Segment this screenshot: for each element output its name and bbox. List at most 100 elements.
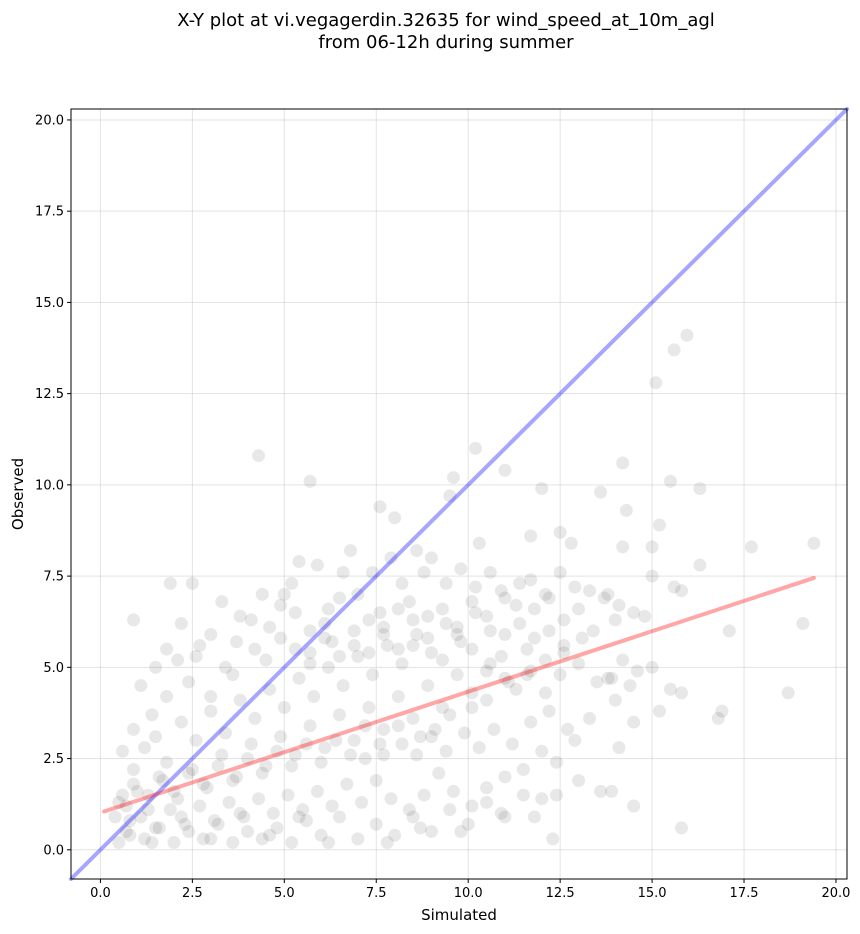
scatter-point: [362, 700, 376, 714]
scatter-point: [218, 660, 232, 674]
scatter-point: [424, 551, 438, 565]
scatter-point: [255, 587, 269, 601]
scatter-point: [318, 631, 332, 645]
scatter-point: [402, 803, 416, 817]
scatter-point: [141, 803, 155, 817]
scatter-point: [362, 613, 376, 627]
scatter-point: [119, 799, 133, 813]
scatter-point: [270, 744, 284, 758]
scatter-point: [572, 657, 586, 671]
scatter-point: [652, 518, 666, 532]
scatter-point: [329, 733, 343, 747]
scatter-point: [711, 711, 725, 725]
scatter-point: [196, 832, 210, 846]
scatter-point: [384, 551, 398, 565]
scatter-point: [185, 576, 199, 590]
scatter-point: [259, 653, 273, 667]
scatter-point: [274, 598, 288, 612]
scatter-point: [594, 485, 608, 499]
scatter-point: [303, 719, 317, 733]
scatter-point: [693, 558, 707, 572]
scatter-point: [435, 653, 449, 667]
scatter-point: [406, 638, 420, 652]
scatter-point: [325, 635, 339, 649]
scatter-point: [560, 722, 574, 736]
scatter-point: [189, 733, 203, 747]
scatter-point: [226, 773, 240, 787]
scatter-point: [252, 792, 266, 806]
scatter-point: [498, 463, 512, 477]
scatter-point: [303, 624, 317, 638]
x-tick-label: 5.0: [274, 886, 295, 901]
scatter-point: [174, 715, 188, 729]
scatter-point: [424, 730, 438, 744]
scatter-point: [296, 803, 310, 817]
scatter-point: [575, 631, 589, 645]
scatter-point: [619, 503, 633, 517]
scatter-point: [410, 748, 424, 762]
scatter-point: [680, 328, 694, 342]
scatter-point: [693, 482, 707, 496]
scatter-point: [310, 784, 324, 798]
scatter-point: [649, 376, 663, 390]
scatter-point: [274, 631, 288, 645]
scatter-point: [439, 744, 453, 758]
scatter-point: [252, 449, 266, 463]
scatter-point: [542, 704, 556, 718]
scatter-point: [174, 617, 188, 631]
x-tick-label: 0.0: [90, 886, 111, 901]
scatter-point: [744, 540, 758, 554]
scatter-point: [469, 606, 483, 620]
scatter-point: [384, 792, 398, 806]
scatter-point: [465, 799, 479, 813]
scatter-point: [138, 832, 152, 846]
scatter-point: [594, 784, 608, 798]
scatter-point: [557, 613, 571, 627]
scatter-point: [527, 602, 541, 616]
scatter-point: [586, 624, 600, 638]
scatter-point: [524, 573, 538, 587]
scatter-point: [402, 595, 416, 609]
scatter-point: [108, 810, 122, 824]
scatter-point: [395, 576, 409, 590]
scatter-point: [303, 474, 317, 488]
scatter-point: [722, 624, 736, 638]
scatter-point: [509, 598, 523, 612]
scatter-point: [259, 759, 273, 773]
scatter-point: [174, 810, 188, 824]
scatter-point: [229, 770, 243, 784]
scatter-point: [344, 748, 358, 762]
scatter-point: [524, 715, 538, 729]
scatter-point: [369, 773, 383, 787]
scatter-point: [652, 704, 666, 718]
scatter-point: [369, 817, 383, 831]
scatter-point: [513, 617, 527, 631]
scatter-point: [263, 828, 277, 842]
scatter-point: [366, 668, 380, 682]
scatter-point: [255, 832, 269, 846]
scatter-point: [597, 591, 611, 605]
scatter-point: [141, 788, 155, 802]
y-axis-label: Observed: [9, 458, 27, 530]
scatter-point: [395, 657, 409, 671]
scatter-point: [461, 817, 475, 831]
scatter-point: [380, 638, 394, 652]
scatter-point: [667, 343, 681, 357]
scatter-point: [266, 806, 280, 820]
scatter-point: [424, 646, 438, 660]
scatter-point: [347, 624, 361, 638]
scatter-point: [299, 737, 313, 751]
y-tick-label: 17.5: [35, 205, 64, 220]
scatter-point: [134, 679, 148, 693]
scatter-point: [553, 668, 567, 682]
scatter-point: [663, 682, 677, 696]
scatter-point: [215, 748, 229, 762]
scatter-point: [391, 690, 405, 704]
y-tick-label: 0.0: [43, 843, 64, 858]
identity-line: [69, 107, 849, 881]
scatter-point: [182, 825, 196, 839]
scatter-point: [608, 693, 622, 707]
scatter-point: [112, 795, 126, 809]
scatter-point: [535, 482, 549, 496]
scatter-point: [303, 657, 317, 671]
